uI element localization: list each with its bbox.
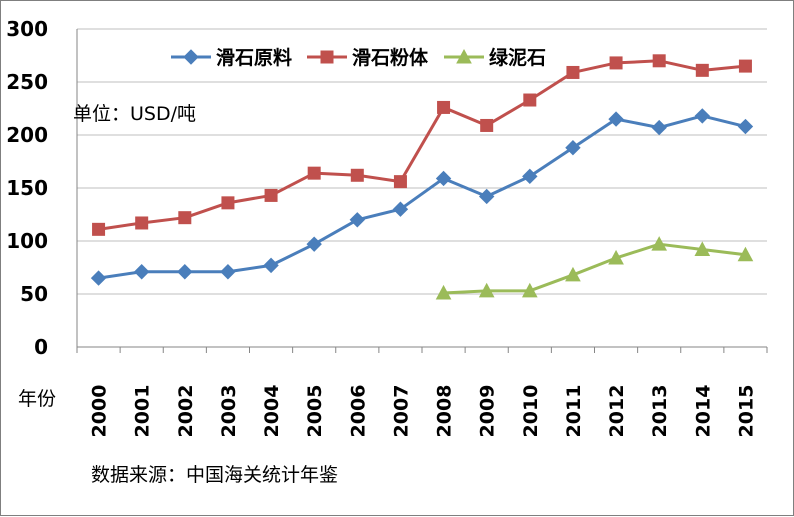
data-point bbox=[393, 175, 407, 189]
x-tick-label: 2009 bbox=[477, 385, 499, 438]
source-note: 数据来源：中国海关统计年鉴 bbox=[91, 464, 338, 486]
axes bbox=[76, 29, 768, 353]
x-tick-label: 2015 bbox=[735, 385, 757, 438]
data-point bbox=[609, 56, 623, 70]
legend-label: 滑石原料 bbox=[216, 46, 292, 69]
data-point bbox=[566, 65, 580, 79]
data-point bbox=[565, 140, 581, 156]
data-point bbox=[521, 282, 538, 298]
y-tick-label: 150 bbox=[6, 176, 48, 200]
data-point bbox=[737, 118, 754, 135]
data-point bbox=[608, 249, 624, 265]
y-tick-labels: 0 50 100 150 200 250 300 bbox=[6, 17, 48, 359]
y-tick-label: 50 bbox=[20, 282, 48, 306]
data-point bbox=[652, 54, 666, 68]
data-point bbox=[177, 264, 193, 280]
x-tick-label: 2000 bbox=[89, 385, 111, 438]
legend-item: 滑石粉体 bbox=[307, 46, 429, 69]
data-point bbox=[651, 236, 668, 251]
data-point bbox=[307, 166, 321, 180]
legend-label: 滑石粉体 bbox=[352, 46, 429, 69]
data-point bbox=[522, 168, 538, 185]
data-point bbox=[435, 284, 452, 300]
x-tick-label: 2007 bbox=[390, 385, 412, 438]
x-tick-label: 2006 bbox=[347, 385, 369, 438]
data-point bbox=[221, 196, 235, 210]
series-line bbox=[443, 242, 746, 295]
data-point bbox=[478, 188, 495, 205]
data-point bbox=[737, 246, 754, 262]
legend-label: 绿泥石 bbox=[489, 46, 546, 69]
data-point bbox=[565, 266, 581, 282]
legend: 滑石原料 滑石粉体 绿泥石 bbox=[171, 46, 546, 69]
series-line bbox=[98, 59, 746, 231]
x-tick-label: 2011 bbox=[563, 385, 585, 438]
data-point bbox=[263, 257, 279, 274]
data-point bbox=[738, 59, 752, 73]
series-1 bbox=[90, 108, 754, 286]
data-point bbox=[480, 118, 494, 132]
y-tick-label: 0 bbox=[34, 335, 48, 359]
data-point bbox=[694, 241, 711, 256]
legend-marker bbox=[183, 49, 199, 65]
x-tick-label: 2010 bbox=[520, 385, 542, 438]
x-tick-labels: 2000 2001 2002 2003 2004 2005 2006 2007 2008 2009… bbox=[89, 385, 758, 438]
data-point bbox=[694, 108, 711, 124]
data-point bbox=[608, 111, 624, 127]
legend-item: 绿泥石 bbox=[444, 46, 546, 69]
x-axis-label: 年份 bbox=[18, 388, 56, 410]
data-point bbox=[695, 63, 709, 77]
x-tick-label: 2013 bbox=[649, 385, 671, 438]
data-point bbox=[306, 236, 322, 252]
data-point bbox=[523, 93, 537, 107]
y-tick-label: 200 bbox=[6, 123, 48, 147]
legend-marker bbox=[456, 48, 472, 64]
data-point bbox=[90, 270, 107, 286]
x-tick-label: 2012 bbox=[606, 385, 628, 438]
data-point bbox=[435, 170, 452, 187]
data-point bbox=[478, 282, 495, 298]
data-point bbox=[264, 188, 278, 202]
x-tick-label: 2004 bbox=[261, 385, 283, 438]
x-tick-label: 2002 bbox=[175, 385, 197, 438]
gridlines bbox=[77, 28, 767, 295]
x-tick-label: 2003 bbox=[218, 385, 240, 438]
x-tick-label: 2005 bbox=[304, 385, 326, 438]
data-point bbox=[651, 119, 667, 136]
data-point bbox=[349, 212, 366, 228]
legend-marker bbox=[320, 50, 334, 64]
data-point bbox=[350, 168, 364, 182]
x-tick-label: 2008 bbox=[434, 385, 456, 438]
data-point bbox=[92, 222, 106, 236]
x-tick-label: 2014 bbox=[692, 385, 714, 438]
unit-label: 单位：USD/吨 bbox=[73, 103, 196, 125]
data-point bbox=[133, 264, 150, 280]
data-point bbox=[135, 216, 149, 230]
series-2 bbox=[92, 54, 752, 236]
y-tick-label: 300 bbox=[6, 17, 48, 41]
series-layer bbox=[90, 54, 754, 300]
data-point bbox=[178, 211, 192, 225]
y-tick-label: 250 bbox=[6, 70, 48, 94]
y-tick-label: 100 bbox=[6, 229, 48, 253]
data-point bbox=[437, 100, 451, 114]
data-point bbox=[392, 201, 409, 217]
legend-item: 滑石原料 bbox=[171, 46, 292, 69]
series-3 bbox=[435, 236, 754, 300]
x-tick-label: 2001 bbox=[132, 385, 154, 438]
series-line bbox=[98, 114, 746, 280]
data-point bbox=[220, 264, 236, 280]
